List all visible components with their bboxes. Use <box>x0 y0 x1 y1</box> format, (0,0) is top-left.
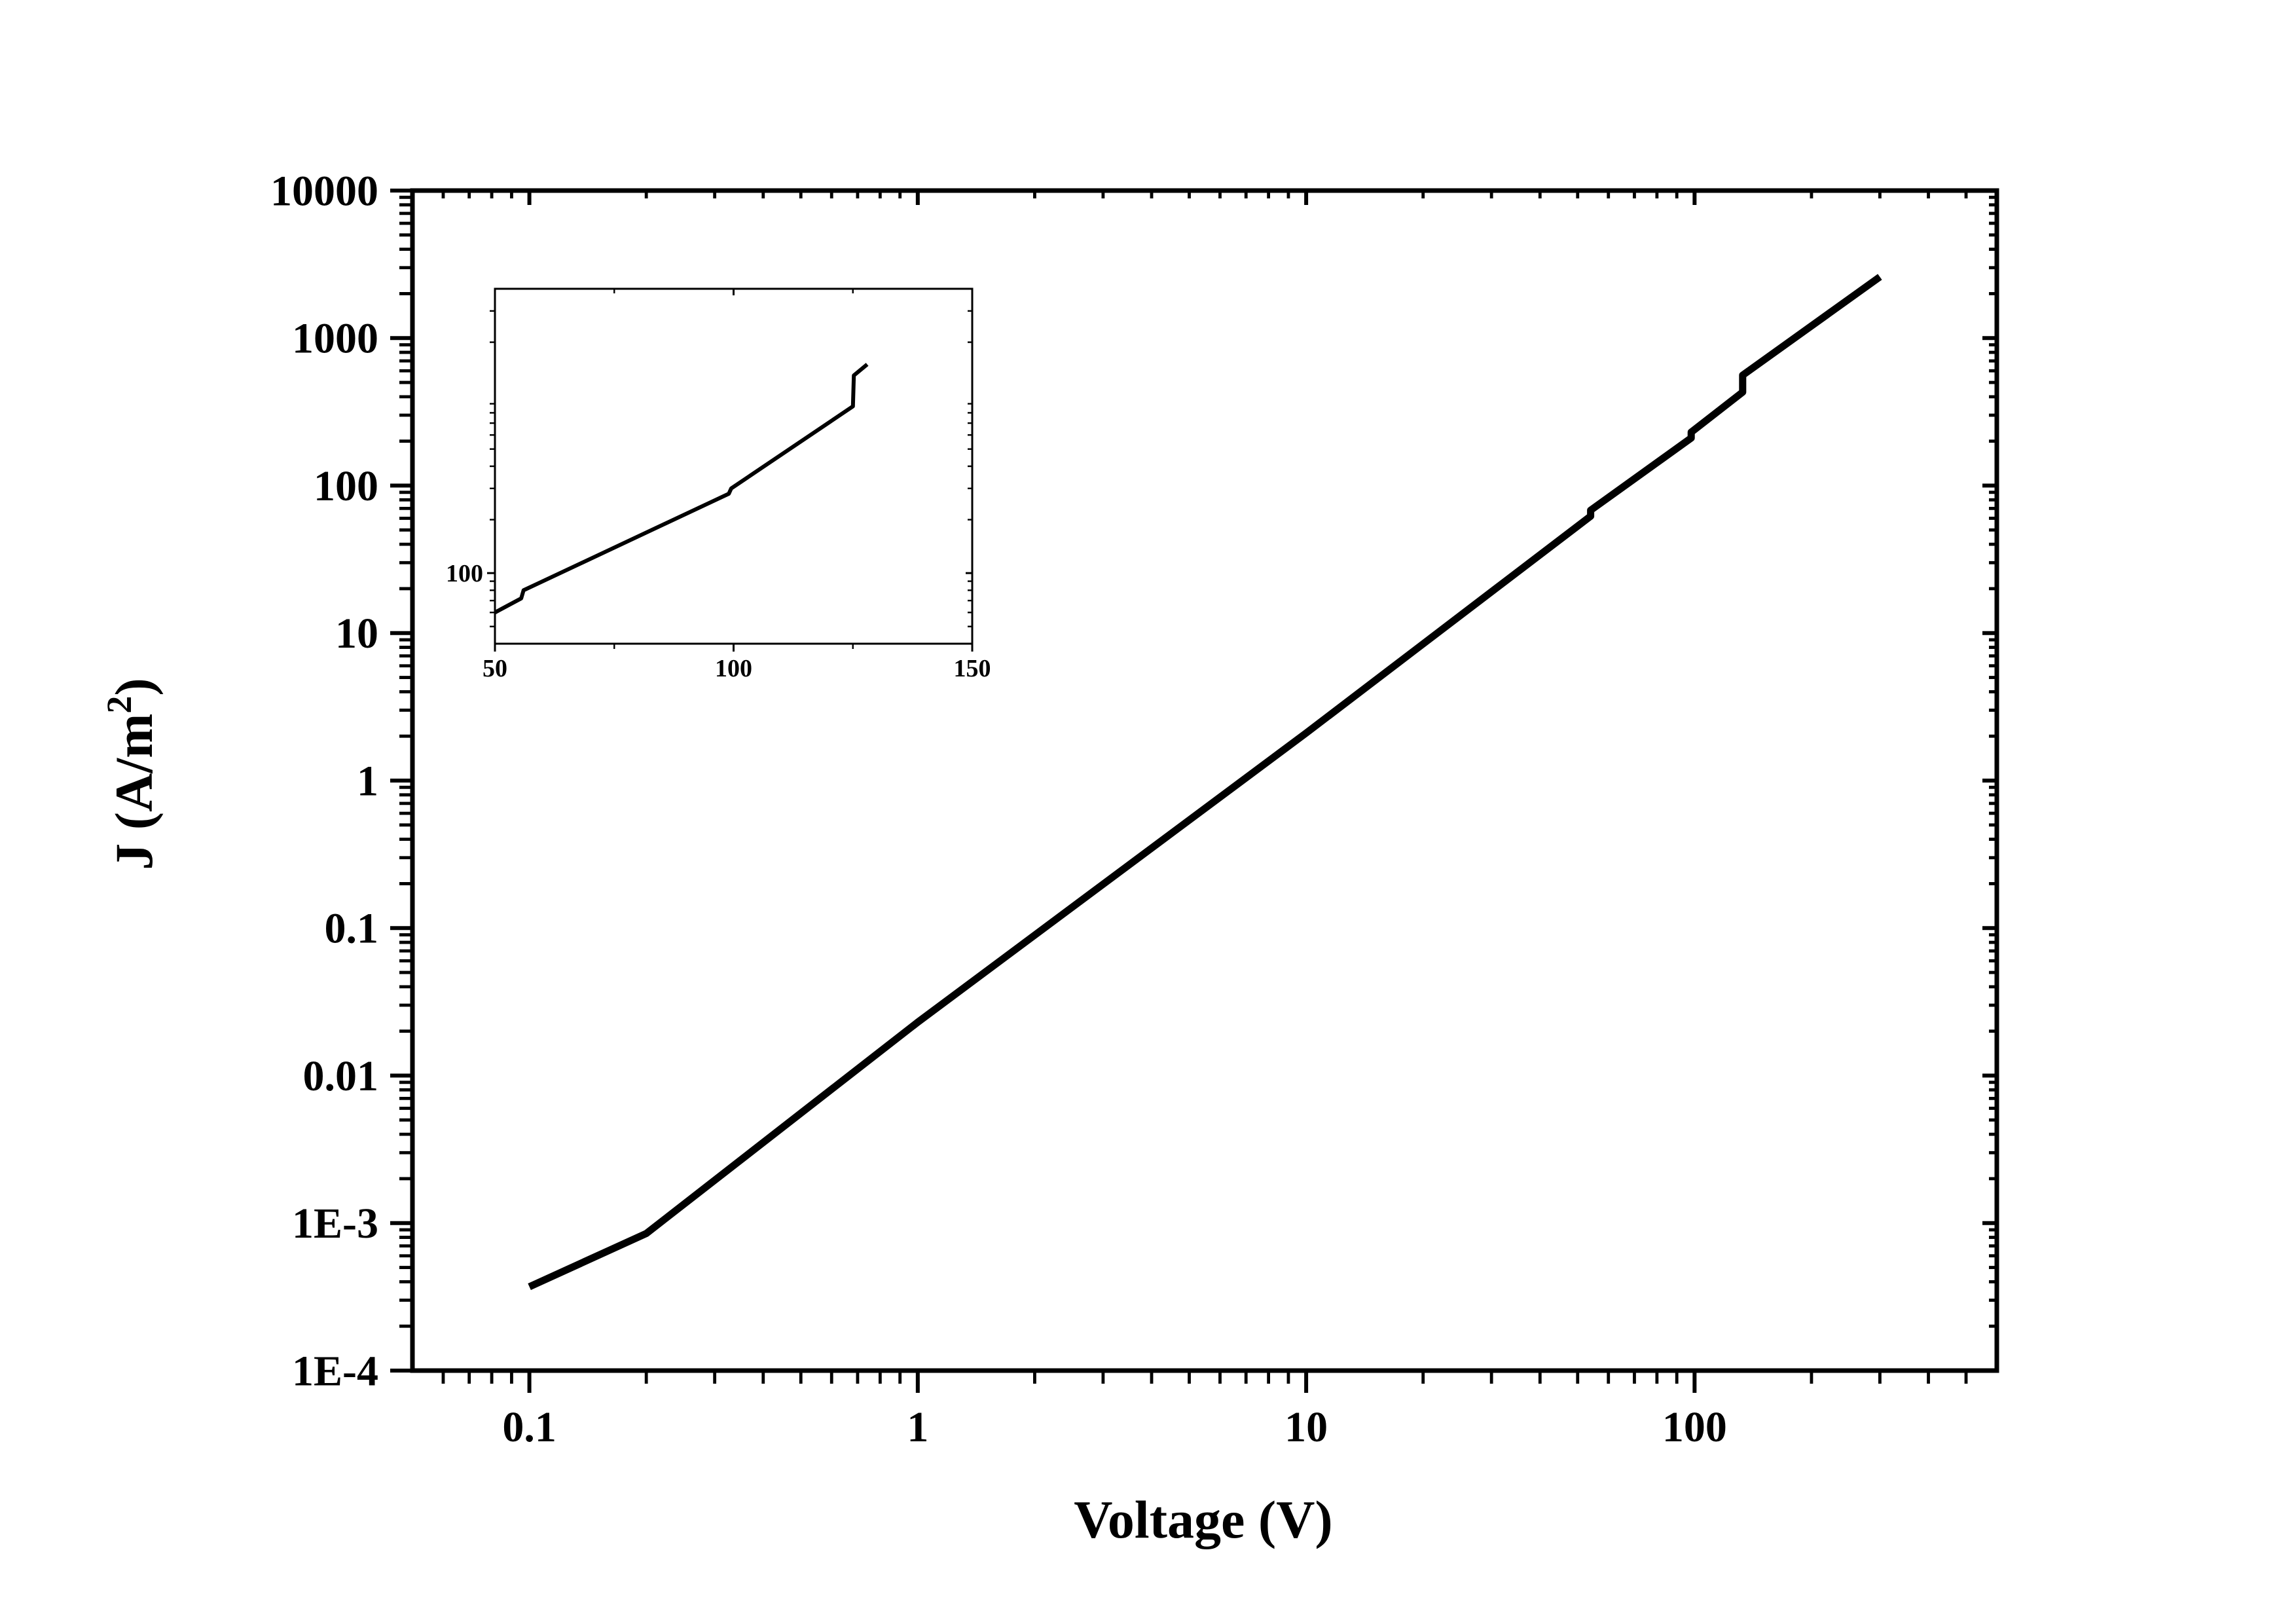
y-axis-label-text: J (A/m <box>104 714 164 870</box>
main-chart: 0.1 1 10 1001E-41E-30.010.1110100100010000 … <box>100 167 1999 1549</box>
main-y-tick-label: 100 <box>314 462 378 510</box>
inset-series-line <box>494 363 869 614</box>
x-axis-label: Voltage (V) <box>1074 1490 1333 1549</box>
y-axis-label: J (A/m2) <box>100 678 164 870</box>
main-y-tick-label: 1E-4 <box>292 1347 378 1395</box>
main-plot-area: 0.1 1 10 100 1E-4 1E-3 0.01 0.1 1 10 100 1000 10000 <box>270 167 1999 1451</box>
main-x-tick-label: 100 <box>1662 1403 1727 1451</box>
main-x-tick-label: 1 <box>907 1403 928 1451</box>
inset-x-tick-label: 150 <box>954 655 991 682</box>
main-x-tick-label: 0.1 <box>502 1403 556 1451</box>
main-y-tick-label: 10000 <box>270 167 378 215</box>
main-y-tick-label: 0.1 <box>325 905 379 953</box>
inset-plot-area: 50 100 150 100 <box>446 287 991 682</box>
main-y-tick-label: 1000 <box>292 315 378 363</box>
main-y-tick-label: 1 <box>357 757 378 805</box>
y-axis-label-superscript: 2 <box>100 696 139 714</box>
inset-x-tick-label: 100 <box>715 655 752 682</box>
main-series-line <box>528 274 1882 1291</box>
main-y-tick-label: 10 <box>335 610 378 657</box>
main-y-tick-label: 0.01 <box>303 1052 379 1100</box>
inset-chart: 50 100 150 100 <box>446 287 991 682</box>
inset-y-tick-label: 100 <box>446 560 483 587</box>
main-y-tick-label: 1E-3 <box>292 1200 378 1247</box>
inset-x-tick-label: 50 <box>483 655 507 682</box>
y-axis-label-close: ) <box>104 678 164 695</box>
inset-frame <box>494 287 974 645</box>
main-x-tick-label: 10 <box>1285 1403 1328 1451</box>
